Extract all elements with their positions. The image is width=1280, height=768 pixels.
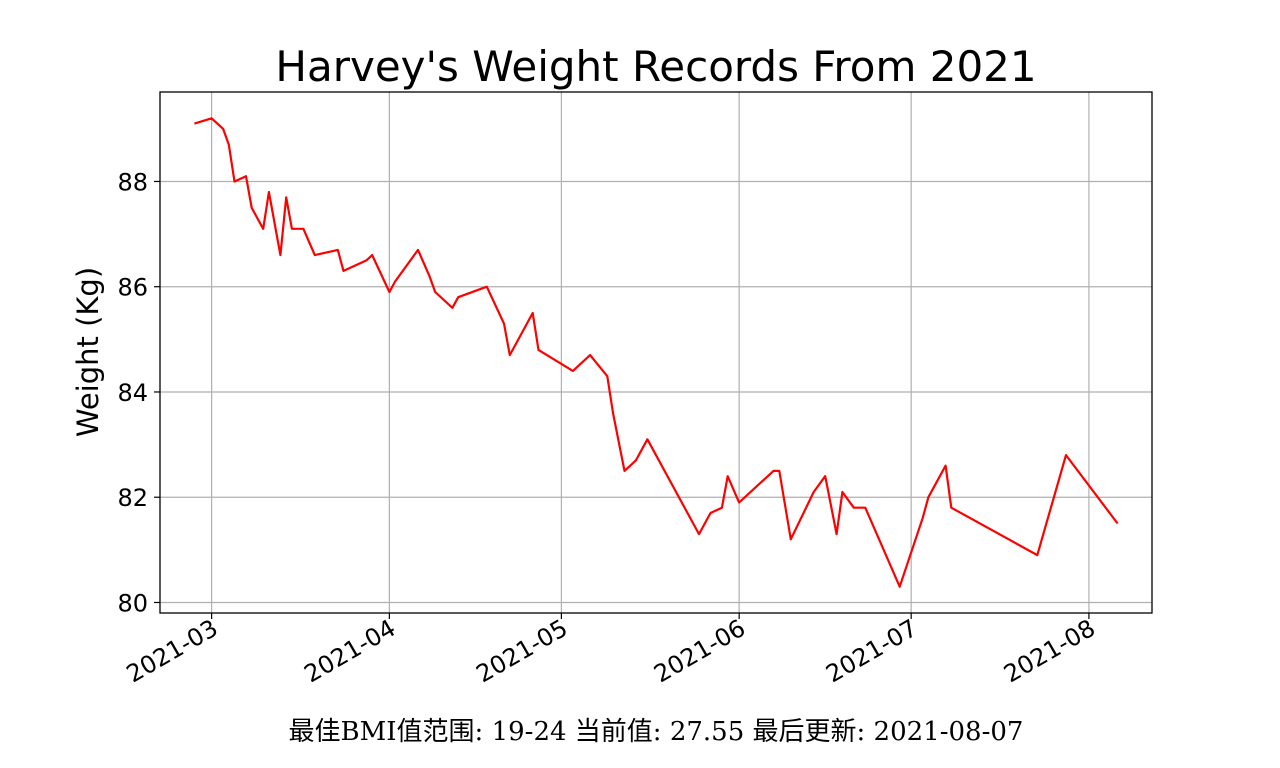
series-layer (194, 117, 1119, 588)
x-tick-label: 2021-07 (821, 614, 922, 688)
chart-title: Harvey's Weight Records From 2021 (275, 42, 1036, 91)
x-tick-label: 2021-03 (122, 614, 223, 688)
y-tick-label: 88 (117, 168, 148, 196)
y-tick-label: 84 (117, 379, 148, 407)
y-tick-label: 82 (117, 484, 148, 512)
y-tick-label: 80 (117, 589, 148, 617)
x-tick-label: 2021-06 (649, 614, 750, 688)
axes: 80 82 84 86 88 2021-03 2021-04 2021-05 2021-06 20… (117, 168, 1099, 688)
x-tick-label: 2021-08 (999, 614, 1100, 688)
grid-lines (160, 92, 1152, 613)
plot-frame (159, 91, 1153, 614)
x-tick-label: 2021-05 (472, 614, 573, 688)
weight-series-line (194, 117, 1119, 588)
y-tick-label: 86 (117, 274, 148, 302)
x-tick-label: 2021-04 (300, 614, 401, 688)
y-axis-label: Weight (Kg) (71, 267, 105, 437)
footer-note: 最佳BMI值范围: 19-24 当前值: 27.55 最后更新: 2021-08… (289, 717, 1024, 747)
